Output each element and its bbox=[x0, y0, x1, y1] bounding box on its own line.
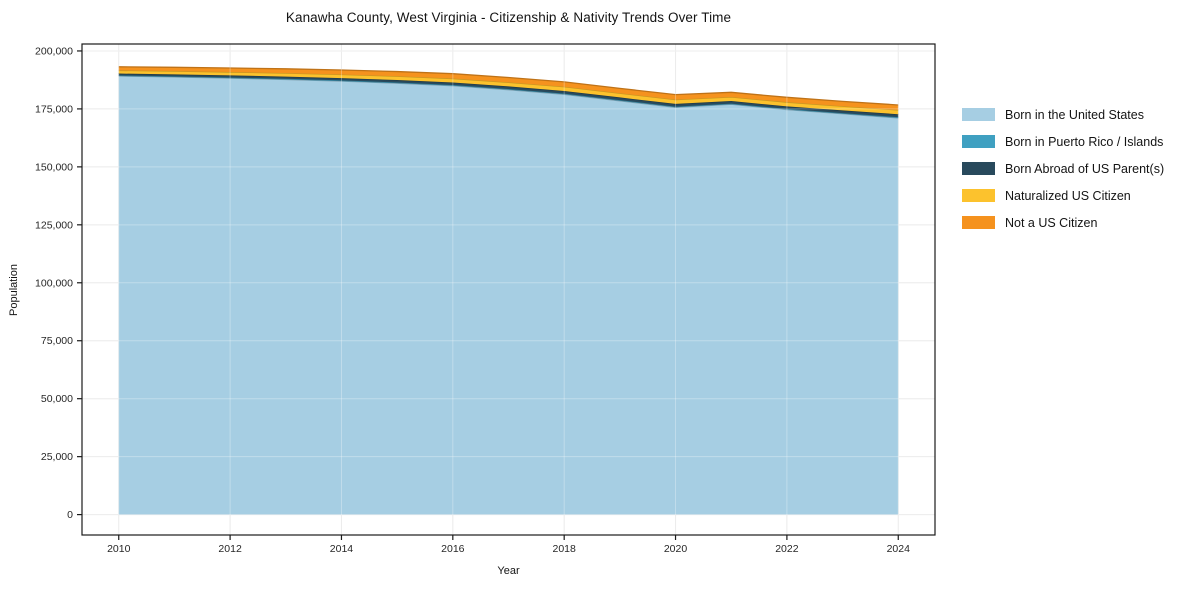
legend-swatch-icon bbox=[962, 216, 995, 229]
y-tick-label: 200,000 bbox=[35, 45, 73, 57]
y-tick-label: 50,000 bbox=[41, 393, 73, 405]
area-series-0 bbox=[118, 75, 899, 515]
legend-item-label: Born in the United States bbox=[1005, 107, 1144, 122]
legend-item-label: Born in Puerto Rico / Islands bbox=[1005, 134, 1164, 149]
legend-swatch-icon bbox=[962, 189, 995, 202]
y-tick-label: 75,000 bbox=[41, 335, 73, 347]
legend-swatch-icon bbox=[962, 135, 995, 148]
legend-item: Born Abroad of US Parent(s) bbox=[962, 155, 1164, 182]
x-tick-label: 2022 bbox=[775, 543, 799, 555]
plot-border bbox=[81, 43, 936, 536]
x-tick-label: 2020 bbox=[664, 543, 688, 555]
x-tick-label: 2012 bbox=[218, 543, 242, 555]
y-tick-label: 100,000 bbox=[35, 277, 73, 289]
area-edge-series-4 bbox=[118, 66, 899, 106]
x-axis-label: Year bbox=[497, 565, 520, 577]
y-tick-label: 150,000 bbox=[35, 161, 73, 173]
area-series-4 bbox=[118, 66, 899, 110]
legend-item-label: Born Abroad of US Parent(s) bbox=[1005, 161, 1165, 176]
x-tick-label: 2016 bbox=[441, 543, 465, 555]
y-tick-label: 0 bbox=[67, 509, 73, 521]
legend-item: Born in Puerto Rico / Islands bbox=[962, 128, 1164, 155]
legend-item: Naturalized US Citizen bbox=[962, 182, 1164, 209]
y-tick-label: 125,000 bbox=[35, 219, 73, 231]
x-tick-label: 2010 bbox=[107, 543, 131, 555]
x-tick-label: 2024 bbox=[887, 543, 911, 555]
legend-swatch-icon bbox=[962, 108, 995, 121]
chart-title: Kanawha County, West Virginia - Citizens… bbox=[285, 10, 732, 25]
x-tick-label: 2014 bbox=[330, 543, 354, 555]
y-tick-label: 175,000 bbox=[35, 103, 73, 115]
x-tick-label: 2018 bbox=[552, 543, 576, 555]
legend-item-label: Not a US Citizen bbox=[1005, 215, 1098, 230]
legend: Born in the United States Born in Puerto … bbox=[962, 101, 1164, 236]
legend-item: Not a US Citizen bbox=[962, 209, 1164, 236]
legend-item: Born in the United States bbox=[962, 101, 1164, 128]
y-tick-label: 25,000 bbox=[41, 451, 73, 463]
legend-item-label: Naturalized US Citizen bbox=[1005, 188, 1131, 203]
legend-swatch-icon bbox=[962, 162, 995, 175]
